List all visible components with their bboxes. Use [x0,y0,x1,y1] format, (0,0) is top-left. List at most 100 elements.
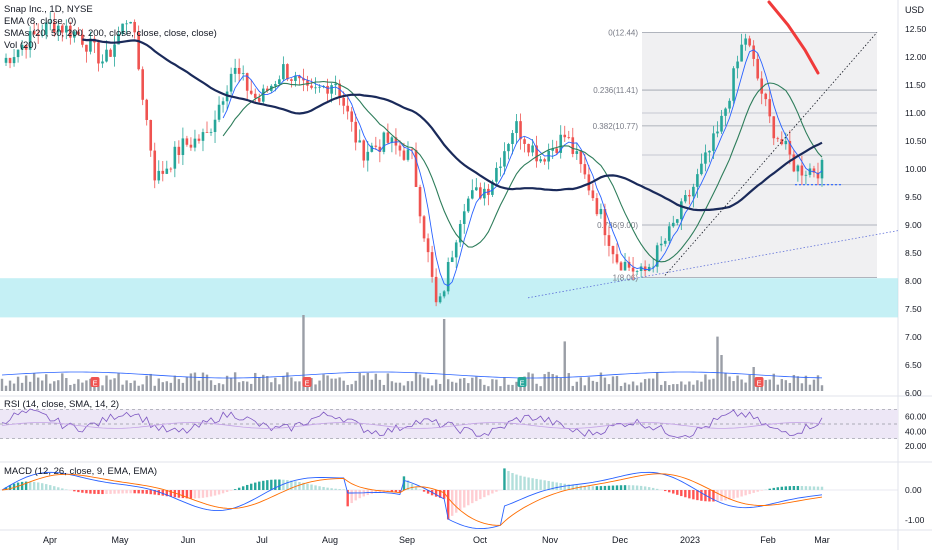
macd-histogram-bar [314,485,317,490]
candle-body [551,148,554,151]
volume-bar [262,374,265,391]
macd-histogram-bar [820,486,824,490]
candle-body [535,145,538,162]
macd-histogram-bar [213,490,217,496]
macd-histogram-bar [36,482,40,490]
volume-bar [237,382,241,391]
candle-body [748,38,751,46]
candle-body [768,99,772,117]
time-tick: Aug [322,535,338,545]
volume-bar [181,382,185,391]
candle-body [483,188,486,199]
macd-histogram-bar [105,490,108,495]
volume-bar [567,373,570,391]
macd-title[interactable]: MACD (12, 26, close, 9, EMA, EMA) [4,466,158,477]
volume-bar [820,385,824,391]
legend-vol[interactable]: Vol (20) [4,40,37,51]
volume-bar [81,382,84,391]
macd-histogram-bar [442,490,446,499]
macd-tick: 0.00 [905,485,922,495]
price-tick: 9.50 [905,192,922,202]
macd-histogram-bar [792,486,796,490]
macd-histogram-bar [479,490,482,500]
time-tick: Sep [399,535,415,545]
macd-histogram-bar [45,484,48,490]
legend-smas[interactable]: SMAs (20, 50, 200, 200, close, close, cl… [4,28,217,39]
candle-body [274,84,277,86]
volume-bar [314,384,317,391]
volume-bar [788,382,792,391]
macd-histogram-bar [241,486,245,490]
volume-bar [209,380,213,391]
volume-bar [189,373,193,391]
macd-histogram-bar [434,490,438,497]
volume-bar [137,385,140,391]
macd-tick: -1.00 [905,515,925,525]
candle-body [539,159,542,162]
volume-bar [278,384,281,391]
legend-ema[interactable]: EMA (8, close, 0) [4,16,77,27]
candle-body [366,151,370,161]
macd-histogram-bar [531,478,534,490]
volume-bar [442,319,446,391]
price-tick: 7.50 [905,304,922,314]
macd-histogram-bar [266,480,269,490]
candle-body [217,104,221,120]
volume-bar [334,378,337,391]
macd-histogram-bar [426,490,430,494]
candle-body [145,99,149,120]
price-legend: Snap Inc., 1D, NYSE EMA (8, close, 0) SM… [4,4,217,52]
candle-body [141,69,144,100]
candle-body [418,187,422,217]
candle-body [153,150,157,181]
macd-histogram-bar [157,490,160,496]
volume-bar [77,379,80,391]
macd-histogram-bar [816,486,820,490]
volume-bar [129,382,132,391]
volume-bar [233,372,237,391]
macd-histogram-bar [149,490,152,495]
macd-histogram-bar [318,486,321,490]
volume-bar [700,381,703,391]
macd-histogram-bar [643,486,647,490]
macd-histogram-bar [796,485,800,490]
candle-body [659,243,663,246]
volume-bar [113,378,116,391]
volume-bar [49,383,52,391]
macd-histogram-bar [655,488,659,490]
volume-bar [615,376,619,391]
candle-body [209,131,213,133]
candle-body [772,116,776,139]
volume-bar [250,383,253,391]
volume-bar [201,372,205,391]
candle-body [507,143,510,152]
candle-body [454,242,458,258]
candle-body [125,23,128,25]
macd-histogram-bar [61,488,64,490]
moving-averages [82,38,823,287]
candle-body [712,133,715,151]
volume-bar [69,384,72,391]
candle-body [812,168,816,173]
volume-bar [463,378,466,391]
macd-histogram-bar [221,490,225,494]
candle-body [249,90,253,94]
candle-body [105,49,108,62]
rsi-title[interactable]: RSI (14, close, SMA, 14, 2) [4,399,120,410]
volume-bar [579,377,583,391]
macd-histogram-bar [338,489,341,490]
chart-title[interactable]: Snap Inc., 1D, NYSE [4,4,93,15]
candle-body [603,208,607,236]
volume-bar [764,379,767,391]
macd-histogram-bar [173,490,177,498]
volume-bar [161,382,164,391]
macd-histogram-bar [804,486,808,490]
candle-body [189,144,193,148]
candle-body [24,44,28,50]
price-tick: 6.50 [905,360,922,370]
candle-body [185,138,189,145]
macd-histogram-bar [503,468,506,490]
candle-body [338,83,341,98]
volume-bar [543,374,546,391]
